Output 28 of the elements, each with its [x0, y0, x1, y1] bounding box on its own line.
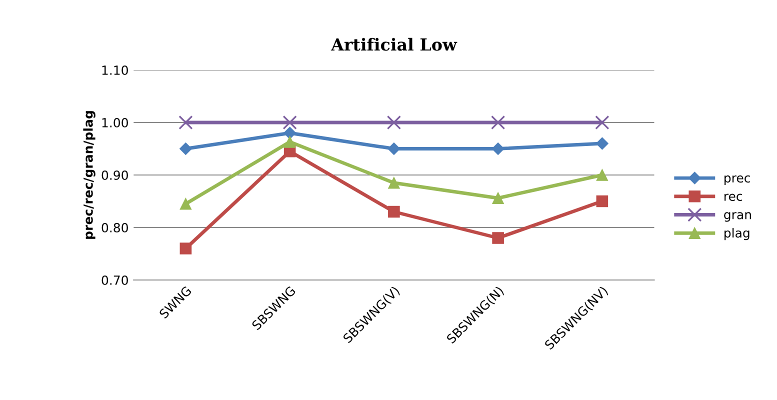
y-tick-label: 0.70: [102, 275, 128, 285]
point: [178, 115, 193, 130]
legend-label: plag: [724, 228, 750, 240]
point: [179, 142, 192, 155]
point: [180, 242, 192, 254]
point: [388, 176, 400, 189]
point: [386, 115, 402, 130]
point: [492, 192, 504, 204]
point: [180, 198, 192, 210]
legend-label: rec: [724, 194, 742, 201]
point: [596, 169, 608, 181]
point: [490, 115, 506, 130]
point: [284, 126, 296, 140]
point: [596, 195, 608, 208]
point: [282, 115, 297, 130]
y-tick-label: 1.00: [102, 118, 128, 128]
y-tick-label: 0.90: [102, 170, 128, 180]
y-tick-label: 0.80: [102, 222, 128, 232]
chart-title: Artificial Low: [330, 38, 458, 51]
legend-label: prec: [724, 175, 750, 186]
point: [284, 136, 296, 148]
point: [596, 137, 608, 150]
point: [388, 206, 400, 218]
point: [595, 115, 610, 130]
legend-label: gran: [724, 212, 751, 222]
point: [492, 232, 504, 244]
y-axis-title: prec/rec/gran/plag: [83, 111, 96, 239]
y-tick-label: 1.10: [102, 65, 128, 75]
